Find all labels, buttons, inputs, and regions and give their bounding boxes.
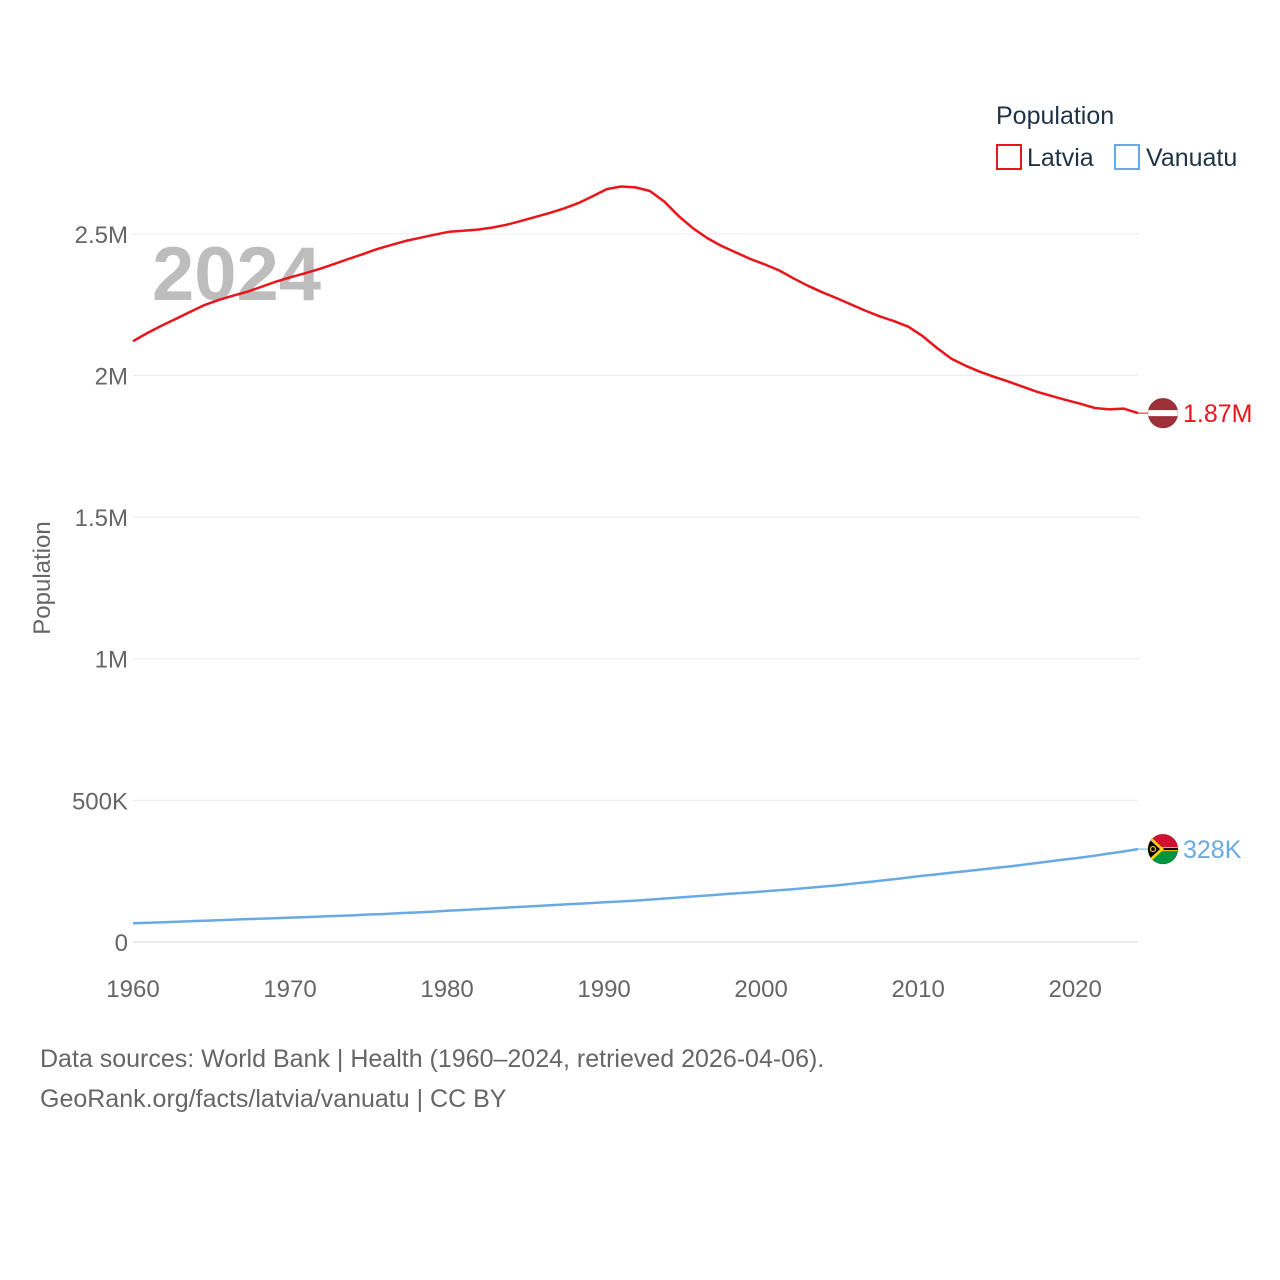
legend: Population Latvia Vanuatu [996, 102, 1237, 172]
legend-item-latvia[interactable]: Latvia [996, 144, 1094, 172]
vanuatu-flag-icon [1147, 833, 1179, 865]
gridlines [133, 233, 1138, 943]
x-tick-label: 2020 [1048, 976, 1101, 1003]
current-year-label: 2024 [152, 232, 321, 317]
x-tick-label: 1960 [106, 976, 159, 1003]
legend-swatch-latvia [996, 144, 1022, 170]
end-value-label-latvia: 1.87M [1183, 400, 1252, 428]
legend-title: Population [996, 102, 1114, 130]
x-tick-label: 2000 [734, 976, 787, 1003]
y-tick-label: 0 [115, 930, 128, 957]
legend-item-vanuatu[interactable]: Vanuatu [1114, 144, 1237, 172]
legend-label-latvia: Latvia [1027, 144, 1094, 172]
source-line-2[interactable]: GeoRank.org/facts/latvia/vanuatu | CC BY [40, 1085, 507, 1113]
y-axis-title: Population [29, 521, 56, 634]
series-lines [132, 185, 1139, 925]
y-tick-label: 500K [72, 788, 128, 815]
legend-label-vanuatu: Vanuatu [1146, 144, 1237, 172]
legend-swatch-vanuatu [1114, 144, 1140, 170]
series-end-markers: 1.87M 328K [1138, 397, 1252, 865]
latvia-flag-icon [1147, 397, 1179, 429]
y-axis-ticks: 0 500K 1M 1.5M 2M 2.5M [72, 222, 128, 957]
x-axis-ticks: 1960 1970 1980 1990 2000 2010 2020 [106, 976, 1102, 1003]
series-line-latvia[interactable] [132, 185, 1139, 415]
series-line-vanuatu[interactable] [132, 847, 1139, 925]
x-tick-label: 2010 [891, 976, 944, 1003]
x-tick-label: 1990 [577, 976, 630, 1003]
y-tick-label: 1.5M [75, 505, 128, 532]
y-tick-label: 2.5M [75, 222, 128, 249]
source-line-1: Data sources: World Bank | Health (1960–… [40, 1045, 825, 1073]
y-tick-label: 2M [95, 363, 128, 390]
y-tick-label: 1M [95, 647, 128, 674]
end-value-label-vanuatu: 328K [1183, 836, 1242, 864]
x-tick-label: 1980 [420, 976, 473, 1003]
x-tick-label: 1970 [263, 976, 316, 1003]
